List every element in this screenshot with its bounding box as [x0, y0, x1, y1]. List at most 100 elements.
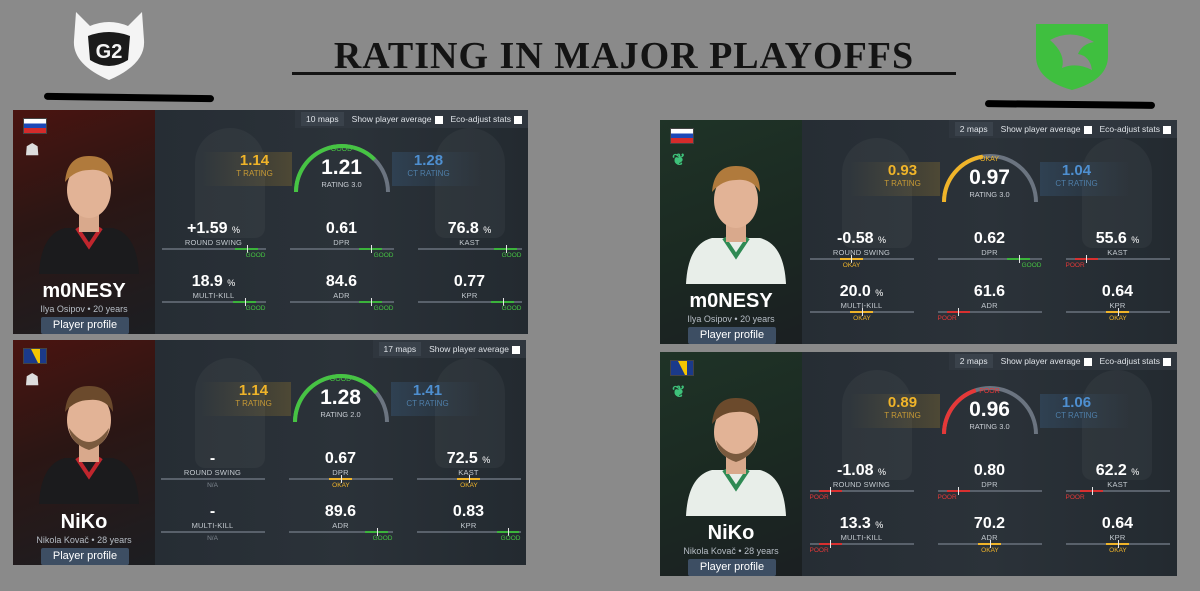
stat-bar: POOR [809, 540, 914, 554]
eco-adjust-toggle[interactable]: Eco-adjust stats [451, 114, 522, 124]
stat-label: MULTI-KILL [840, 533, 883, 542]
eco-adjust-checkbox[interactable] [514, 115, 522, 124]
stat-value: 72.5 % [417, 450, 521, 468]
stat-value: 13.3 % [810, 515, 914, 533]
overall-rating: 1.21 RATING 3.0 [297, 156, 387, 189]
rating-verdict: GOOD [329, 376, 352, 383]
stat-grade: POOR [809, 494, 829, 501]
stat-bar-marker [340, 475, 342, 483]
stat-bar: OKAY [937, 540, 1042, 554]
stat-number: -0.58 [837, 230, 874, 247]
show-average-checkbox[interactable] [512, 345, 520, 354]
player-name: NiKo [60, 511, 108, 533]
stat-bar: N/A [160, 531, 265, 542]
background-figure [842, 138, 912, 248]
player-profile-button[interactable]: Player profile [41, 317, 129, 334]
stat-number: 0.77 [453, 273, 486, 290]
eco-adjust-checkbox[interactable] [1163, 125, 1171, 134]
stat-label: DPR [333, 238, 350, 247]
t-rating-value: 1.14 [239, 152, 270, 169]
stat-label: ADR [333, 291, 350, 300]
stat-dpr: 0.67 DPR OKAY [288, 450, 393, 489]
stat-grade: OKAY [981, 547, 999, 554]
stat-label: MULTI-KILL [192, 291, 235, 300]
t-side-highlight [201, 152, 292, 186]
stat-kast: 62.2 % KAST POOR [1065, 462, 1170, 501]
stat-bar-marker [1018, 255, 1020, 263]
show-average-checkbox[interactable] [434, 115, 443, 124]
stat-grade: POOR [937, 494, 957, 501]
stat-label: KAST [1107, 248, 1128, 257]
show-average-toggle[interactable]: Show player average [1001, 124, 1092, 134]
stat-number: +1.59 [187, 220, 228, 237]
stat-grade: OKAY [842, 262, 861, 269]
stat-label: DPR [981, 480, 998, 489]
flag-icon [670, 360, 694, 376]
stat-label: KPR [1109, 533, 1126, 542]
stat-label: ADR [981, 533, 998, 542]
show-average-checkbox[interactable] [1083, 125, 1092, 134]
falcons-logo [1036, 24, 1108, 90]
ct-side-highlight [390, 382, 481, 416]
stat-bar: POOR [1065, 255, 1170, 269]
stat-number: 0.62 [973, 230, 1006, 247]
background-figure [435, 358, 505, 468]
stat-round-swing: +1.59 % ROUND SWING GOOD [161, 220, 266, 259]
player-profile-button[interactable]: Player profile [688, 327, 776, 344]
stat-number: - [209, 450, 216, 467]
stat-bar-fill [329, 478, 352, 480]
ct-rating-value: 1.04 [1061, 162, 1092, 179]
stat-round-swing: - ROUND SWING N/A [160, 450, 265, 489]
stat-round-swing: -1.08 % ROUND SWING POOR [809, 462, 914, 501]
player-profile-button[interactable]: Player profile [41, 548, 129, 565]
overall-rating-label: RATING 2.0 [320, 410, 361, 419]
player-name: m0NESY [42, 280, 126, 302]
stat-value: 0.64 [1066, 515, 1170, 533]
stat-unit: % [877, 467, 886, 477]
stat-bar-marker [508, 528, 510, 536]
overall-rating-value: 1.28 [320, 386, 361, 409]
stat-multi-kill: - MULTI-KILL N/A [160, 503, 265, 542]
stat-value: 76.8 % [418, 220, 522, 238]
rating-gauge [941, 386, 1038, 435]
rating-gauge [941, 154, 1038, 203]
player-profile-button[interactable]: Player profile [688, 559, 776, 576]
marker-stroke-right [984, 100, 1156, 109]
player-card-falcons-monesy: ❦ m0NESY Ilya Osipov • 20 years Player prof… [660, 120, 1177, 344]
stat-kast: 72.5 % KAST OKAY [416, 450, 521, 489]
stat-label: DPR [332, 468, 349, 477]
stat-label: KAST [459, 238, 480, 247]
ct-rating-label: CT RATING [406, 399, 449, 408]
player-panel: ☗ m0NESY Ilya Osipov • 20 years Player prof… [13, 110, 155, 334]
stat-label: KAST [1107, 480, 1128, 489]
stat-grade: N/A [207, 535, 218, 542]
stat-grade: GOOD [245, 305, 266, 312]
show-average-checkbox[interactable] [1083, 357, 1092, 366]
stats-panel: 10 maps Show player average Eco-adjust sta… [155, 110, 528, 334]
eco-adjust-checkbox[interactable] [1163, 357, 1171, 366]
eco-adjust-toggle[interactable]: Eco-adjust stats [1100, 356, 1171, 366]
player-subtitle: Nikola Kovač • 28 years [36, 535, 132, 545]
maps-count: 2 maps [954, 122, 993, 136]
stat-grade: GOOD [501, 252, 522, 259]
stat-bar: GOOD [289, 245, 394, 259]
rating-verdict: POOR [979, 388, 1000, 395]
stat-bar-marker [830, 487, 832, 495]
stat-multi-kill: 13.3 % MULTI-KILL POOR [809, 515, 914, 554]
show-average-label: Show player average [351, 114, 432, 124]
show-average-toggle[interactable]: Show player average [429, 344, 520, 354]
t-rating: 1.14 T RATING [220, 152, 290, 178]
maps-count: 2 maps [954, 354, 993, 368]
stat-bar: OKAY [416, 475, 521, 489]
show-average-toggle[interactable]: Show player average [1001, 356, 1092, 366]
stat-adr: 89.6 ADR GOOD [288, 503, 393, 542]
stat-number: 13.3 [839, 515, 871, 532]
show-average-toggle[interactable]: Show player average [352, 114, 443, 124]
stats-panel: 2 maps Show player average Eco-adjust stat… [802, 352, 1177, 576]
player-card-g2-niko: ☗ NiKo Nikola Kovač • 28 years Player profi… [13, 340, 526, 565]
ct-rating-value: 1.41 [412, 382, 443, 399]
ct-side-highlight [391, 152, 482, 186]
eco-adjust-toggle[interactable]: Eco-adjust stats [1100, 124, 1171, 134]
stat-number: 61.6 [973, 283, 1006, 300]
stat-number: 55.6 [1095, 230, 1127, 247]
